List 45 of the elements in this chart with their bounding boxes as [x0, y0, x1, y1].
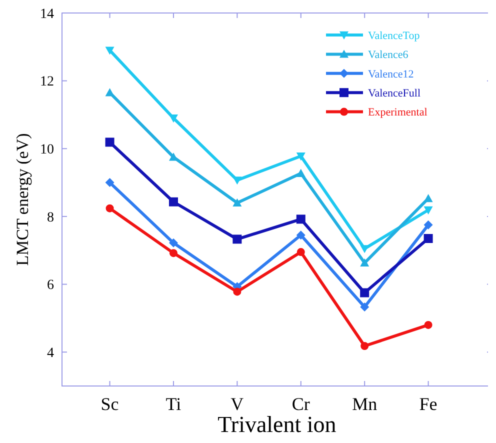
point	[296, 214, 306, 224]
y-tick-label: 12	[40, 74, 54, 90]
point	[232, 176, 242, 185]
point	[296, 168, 306, 177]
point	[168, 238, 178, 248]
point	[360, 258, 370, 267]
point	[232, 234, 242, 244]
point	[424, 220, 433, 230]
point	[106, 204, 114, 212]
x-tick-label: Ti	[166, 394, 182, 414]
point	[105, 88, 114, 96]
point	[424, 206, 433, 215]
point	[105, 138, 114, 147]
point	[233, 288, 242, 296]
y-tick-label: 6	[47, 278, 54, 294]
legend-label: Valence6	[368, 49, 409, 62]
point	[168, 114, 178, 123]
legend-label: Valence12	[368, 68, 414, 80]
x-tick-label: V	[230, 394, 244, 414]
point	[296, 248, 305, 256]
point	[296, 152, 306, 161]
point	[105, 178, 114, 188]
x-tick-label: Fe	[419, 394, 438, 414]
legend-label: ValenceFull	[368, 87, 421, 100]
x-tick-label: Mn	[352, 394, 378, 414]
y-axis-title: LMCT energy (eV)	[13, 133, 32, 266]
x-tick-label: Sc	[100, 394, 119, 414]
x-tick-label: Cr	[292, 394, 310, 414]
x-axis-title: Trivalent ion	[218, 412, 337, 437]
point	[360, 288, 370, 298]
point	[169, 249, 178, 258]
legend-label: ValenceTop	[368, 30, 420, 42]
point	[105, 46, 114, 55]
point	[296, 230, 306, 240]
y-tick-label: 8	[47, 210, 54, 226]
y-tick-label: 4	[47, 346, 54, 361]
y-tick-label: 10	[40, 142, 54, 158]
point	[232, 198, 242, 206]
point	[424, 320, 432, 329]
point	[168, 197, 178, 206]
point	[424, 234, 433, 243]
legend-label: Experimental	[368, 106, 428, 119]
point	[360, 302, 370, 312]
point	[360, 342, 369, 350]
y-tick-label: 14	[40, 6, 54, 22]
